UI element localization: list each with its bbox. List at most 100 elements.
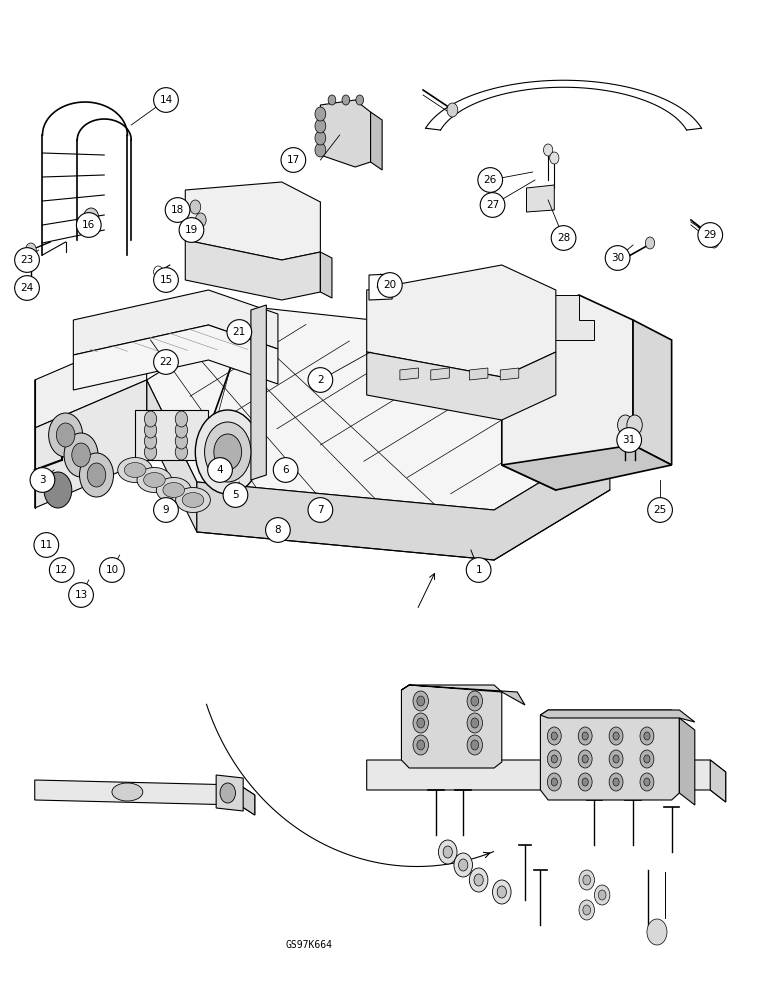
Ellipse shape [154, 350, 178, 374]
Polygon shape [469, 368, 488, 380]
Circle shape [83, 208, 99, 228]
Polygon shape [500, 368, 519, 380]
Circle shape [438, 840, 457, 864]
Circle shape [44, 472, 72, 508]
Ellipse shape [281, 148, 306, 172]
Circle shape [551, 732, 557, 740]
Polygon shape [540, 710, 679, 800]
Circle shape [315, 131, 326, 145]
Circle shape [443, 846, 452, 858]
Circle shape [627, 415, 642, 435]
Polygon shape [527, 185, 554, 212]
Text: GS97K664: GS97K664 [286, 940, 332, 950]
Circle shape [190, 200, 201, 214]
Text: 13: 13 [74, 590, 88, 600]
Ellipse shape [137, 468, 171, 492]
Circle shape [609, 773, 623, 791]
Text: 24: 24 [20, 283, 34, 293]
Ellipse shape [49, 558, 74, 582]
Ellipse shape [179, 218, 204, 242]
Circle shape [454, 853, 472, 877]
Text: 2: 2 [317, 375, 323, 385]
Circle shape [640, 727, 654, 745]
Circle shape [613, 755, 619, 763]
Polygon shape [35, 332, 147, 428]
Circle shape [709, 236, 719, 248]
Polygon shape [371, 112, 382, 170]
Circle shape [640, 750, 654, 768]
Circle shape [644, 732, 650, 740]
Circle shape [469, 868, 488, 892]
Polygon shape [197, 440, 610, 560]
Circle shape [609, 727, 623, 745]
Polygon shape [502, 295, 633, 490]
Polygon shape [216, 775, 243, 811]
Text: 7: 7 [317, 505, 323, 515]
Circle shape [551, 778, 557, 786]
Circle shape [578, 773, 592, 791]
Text: 23: 23 [20, 255, 34, 265]
Polygon shape [185, 182, 320, 260]
Ellipse shape [466, 558, 491, 582]
Circle shape [315, 119, 326, 133]
Circle shape [594, 885, 610, 905]
Polygon shape [710, 760, 726, 802]
Ellipse shape [154, 268, 178, 292]
Ellipse shape [15, 276, 39, 300]
Circle shape [467, 713, 482, 733]
Text: 4: 4 [217, 465, 223, 475]
Ellipse shape [76, 213, 101, 237]
Ellipse shape [34, 533, 59, 557]
Circle shape [49, 413, 83, 457]
Ellipse shape [69, 583, 93, 607]
Ellipse shape [182, 492, 204, 508]
Ellipse shape [617, 428, 642, 452]
Circle shape [497, 886, 506, 898]
Ellipse shape [480, 193, 505, 217]
Circle shape [467, 691, 482, 711]
Circle shape [579, 870, 594, 890]
Circle shape [328, 95, 336, 105]
Polygon shape [540, 295, 594, 340]
Ellipse shape [15, 248, 39, 272]
Polygon shape [239, 785, 255, 815]
Circle shape [413, 735, 428, 755]
Ellipse shape [478, 168, 503, 192]
Polygon shape [367, 352, 556, 420]
Circle shape [702, 229, 711, 241]
Text: 3: 3 [39, 475, 46, 485]
Circle shape [175, 411, 188, 427]
Polygon shape [367, 760, 726, 802]
Ellipse shape [163, 483, 185, 497]
Ellipse shape [165, 198, 190, 222]
Ellipse shape [223, 483, 248, 507]
Circle shape [417, 696, 425, 706]
Circle shape [342, 95, 350, 105]
Circle shape [618, 415, 633, 435]
Circle shape [583, 905, 591, 915]
Text: 30: 30 [611, 253, 625, 263]
Circle shape [493, 880, 511, 904]
Polygon shape [147, 308, 610, 510]
Polygon shape [251, 305, 266, 480]
Ellipse shape [112, 783, 143, 801]
Ellipse shape [156, 478, 191, 502]
Ellipse shape [308, 498, 333, 522]
Text: 19: 19 [185, 225, 198, 235]
Polygon shape [502, 445, 672, 490]
Text: 21: 21 [232, 327, 246, 337]
Circle shape [195, 213, 206, 227]
Circle shape [579, 900, 594, 920]
Text: 17: 17 [286, 155, 300, 165]
Text: 8: 8 [275, 525, 281, 535]
Circle shape [154, 266, 163, 278]
Circle shape [205, 422, 251, 482]
Circle shape [578, 750, 592, 768]
Circle shape [87, 463, 106, 487]
Text: 18: 18 [171, 205, 185, 215]
Circle shape [144, 411, 157, 427]
Ellipse shape [124, 462, 146, 478]
Circle shape [550, 152, 559, 164]
Circle shape [175, 422, 188, 438]
Circle shape [144, 422, 157, 438]
